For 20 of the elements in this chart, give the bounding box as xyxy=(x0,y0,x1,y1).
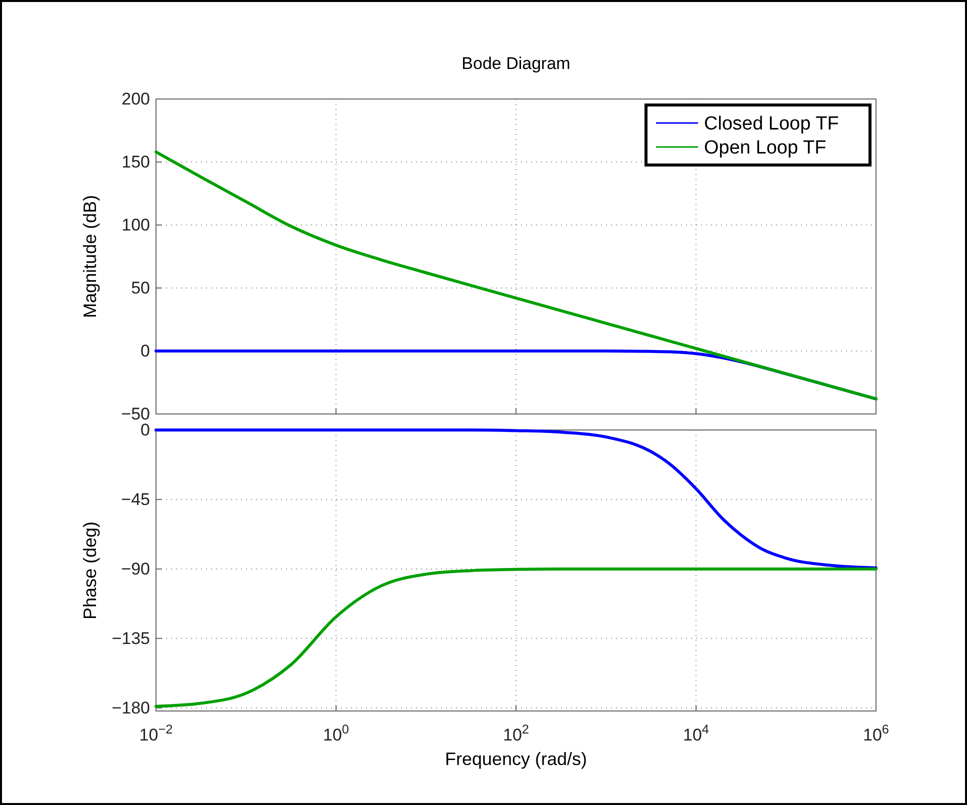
x-tick-label: 10$^{4}$ xyxy=(682,721,710,745)
y-tick-label: 0 xyxy=(140,341,150,360)
x-axis-title: Frequency (rad/s) xyxy=(444,749,588,769)
x-tick-label: 10$^{0}$ xyxy=(322,721,350,745)
y-tick-label: −180 xyxy=(112,698,150,718)
y-tick-label: 150 xyxy=(122,152,150,172)
x-tick-label: 10$^{−2}$ xyxy=(139,721,173,745)
legend-label: Closed Loop TF xyxy=(704,114,839,135)
legend-label: Open Loop TF xyxy=(704,138,826,159)
x-tick-label: 10$^{6}$ xyxy=(862,721,890,745)
y-tick-label: 100 xyxy=(122,215,150,234)
chart-title: Bode Diagram xyxy=(462,54,570,73)
y-axis-title: Phase (deg) xyxy=(80,521,100,620)
y-tick-label: −45 xyxy=(121,490,150,509)
y-tick-label: −90 xyxy=(121,559,150,578)
x-tick-label: 10$^{2}$ xyxy=(502,721,530,745)
y-tick-label: 200 xyxy=(122,89,150,108)
y-tick-label: 50 xyxy=(131,278,150,298)
y-axis-title: Magnitude (dB) xyxy=(80,194,100,318)
y-tick-label: −135 xyxy=(112,628,150,648)
